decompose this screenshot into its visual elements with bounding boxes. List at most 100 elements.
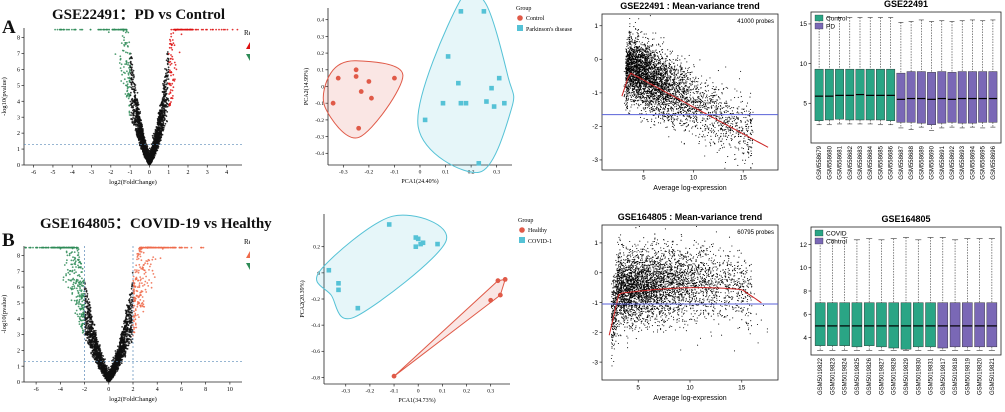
mv-point (633, 83, 636, 85)
mv-point (663, 113, 665, 115)
mv-point (673, 84, 676, 86)
mv-point (696, 124, 698, 126)
mv-point (626, 103, 628, 105)
mv-point (645, 55, 647, 58)
mv-point (689, 96, 691, 98)
mv-point (737, 132, 739, 134)
mv-point (635, 94, 637, 96)
mv-point (712, 96, 714, 98)
mv-point (749, 140, 751, 142)
pca-point (476, 161, 482, 166)
mv-point (683, 83, 685, 85)
mv-point (636, 48, 638, 50)
volcano-point (166, 52, 169, 55)
mv-point (718, 141, 720, 143)
mv-point (629, 42, 632, 44)
volcano-point (169, 91, 172, 94)
pca-point (356, 125, 362, 131)
volcano-point (132, 76, 135, 79)
volcano-point (162, 82, 164, 85)
mv-point (729, 124, 731, 126)
volcano-point (202, 28, 205, 31)
mv-point (696, 101, 698, 103)
legend-down-triangle (246, 54, 250, 61)
mv-point (731, 110, 733, 112)
volcano-point (134, 101, 137, 103)
mv-point (733, 116, 735, 118)
volcano-point (165, 96, 168, 99)
volcano-point (126, 70, 128, 73)
mv-point (680, 105, 682, 107)
volcano-point (129, 100, 132, 103)
volcano-point (159, 129, 162, 132)
mv-point (640, 62, 642, 64)
mv-point (715, 99, 717, 101)
mv-point (631, 99, 633, 101)
mv-point (741, 112, 744, 114)
mv-point (632, 59, 634, 61)
mv-point (672, 97, 674, 99)
mv-point (699, 101, 701, 104)
volcano-point (134, 98, 137, 100)
volcano-point (165, 106, 168, 108)
volcano-point (147, 161, 150, 164)
mv-point (685, 111, 687, 113)
mv-point (700, 109, 703, 111)
volcano-point (151, 154, 154, 156)
volcano-point (132, 117, 135, 119)
mv-point (635, 55, 637, 57)
volcano-point (159, 139, 162, 142)
volcano-point (114, 53, 117, 55)
mv-point (634, 96, 636, 98)
mv-point (639, 98, 641, 100)
mv-point (722, 88, 724, 90)
mv-point (677, 55, 679, 57)
volcano-point (118, 62, 121, 64)
volcano-point (123, 43, 125, 46)
mv-point (651, 54, 653, 56)
mv-point (687, 111, 689, 113)
mv-point (696, 98, 698, 101)
mv-point (744, 110, 746, 112)
mv-point (707, 127, 709, 129)
mv-point (712, 82, 714, 84)
volcano-point (160, 129, 163, 132)
mv-point (659, 60, 662, 62)
mv-point (731, 116, 733, 118)
mv-point (716, 108, 718, 110)
volcano-point (165, 59, 168, 62)
volcano-point (123, 39, 125, 41)
mv-point (649, 59, 651, 61)
mv-point (704, 86, 707, 88)
mv-point (641, 93, 643, 95)
mv-point (657, 57, 660, 59)
volcano-point (89, 28, 92, 31)
volcano-point (151, 144, 154, 147)
mv-point (687, 78, 689, 80)
pca-point (422, 117, 428, 123)
volcano-point (125, 95, 128, 98)
volcano-point (165, 120, 168, 122)
mv-point (737, 117, 739, 119)
volcano-point (183, 28, 186, 31)
mv-point (736, 122, 738, 124)
mv-point (684, 129, 686, 131)
volcano-point (170, 47, 173, 49)
mv-point (718, 139, 720, 141)
x-tick-label: -3 (89, 170, 94, 176)
mv-point (696, 80, 698, 83)
mv-point (696, 104, 698, 106)
mv-point (670, 108, 672, 110)
mv-point (626, 45, 628, 48)
mv-point (736, 107, 738, 109)
x-tick-label: 3 (206, 170, 209, 176)
y-tick-label: -0.1 (315, 101, 324, 107)
volcano-point (171, 82, 174, 85)
volcano-point (145, 147, 148, 150)
mv-point (685, 89, 688, 91)
volcano-point (164, 122, 167, 125)
volcano-point (168, 61, 171, 64)
legend-label: Control (526, 16, 545, 22)
mv-point (738, 142, 740, 144)
mv-point (704, 107, 706, 109)
